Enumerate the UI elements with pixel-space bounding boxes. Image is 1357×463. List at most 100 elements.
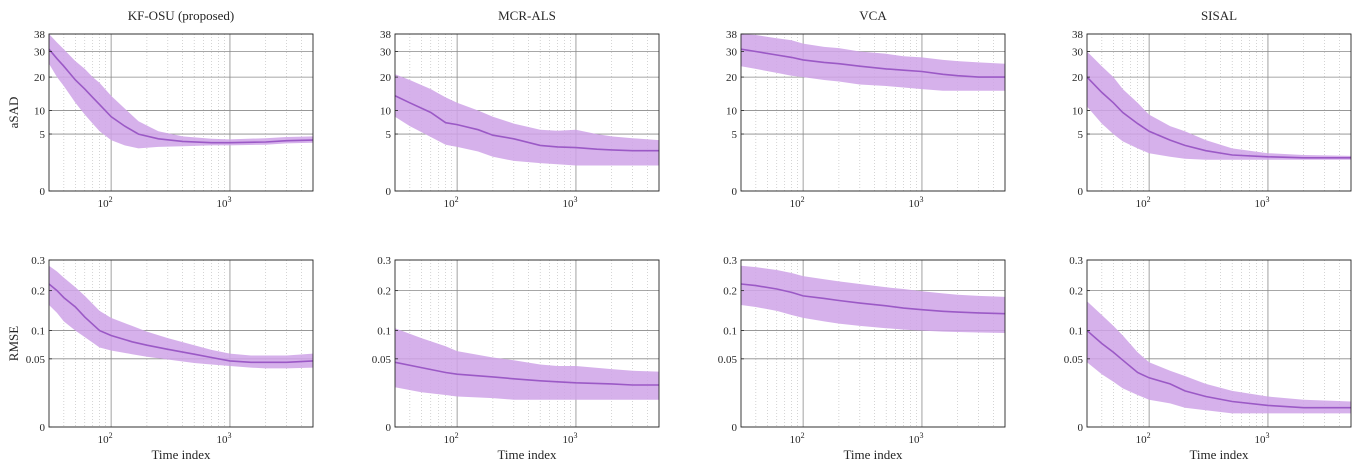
y-tick-label: 0 xyxy=(40,186,46,198)
y-tick-label: 5 xyxy=(386,129,392,141)
minor-grid xyxy=(409,260,648,427)
panel-title: KF-OSU (proposed) xyxy=(128,8,235,23)
x-tick-label: 102 xyxy=(790,431,805,446)
y-tick-label: 20 xyxy=(380,72,392,84)
axes-box xyxy=(48,33,314,192)
series-group xyxy=(1087,301,1351,414)
minor-grid xyxy=(755,34,994,191)
x-axis-label: Time index xyxy=(497,447,557,462)
panel-title: SISAL xyxy=(1201,8,1237,23)
y-tick-label: 38 xyxy=(34,29,46,41)
mean-line xyxy=(741,283,1005,315)
axes-box xyxy=(48,259,314,428)
y-tick-label: 0 xyxy=(386,186,392,198)
x-tick-label: 102 xyxy=(790,195,805,210)
mean-line xyxy=(395,94,659,152)
axes-box xyxy=(394,33,660,192)
y-tick-label: 0.05 xyxy=(1064,354,1084,366)
x-tick-label: 103 xyxy=(562,431,577,446)
x-tick-label: 103 xyxy=(1254,195,1269,210)
y-tick-label: 10 xyxy=(34,105,46,117)
y-tick-label: 30 xyxy=(380,47,392,59)
y-tick-label: 0 xyxy=(1078,422,1084,434)
y-tick-label: 5 xyxy=(1078,129,1084,141)
series-group xyxy=(395,328,659,400)
y-tick-label: 0.2 xyxy=(1069,286,1083,298)
confidence-band xyxy=(741,265,1005,333)
y-tick-label: 0 xyxy=(1078,186,1084,198)
y-tick-label: 30 xyxy=(1072,47,1084,59)
mean-line xyxy=(49,48,313,144)
y-tick-label: 0.1 xyxy=(31,326,45,338)
panel-5: 0 0.05 0.1 0.2 0.3 102 103 RMSE Time index xyxy=(6,255,314,462)
y-tick-label: 0.3 xyxy=(1069,255,1083,267)
mean-line xyxy=(49,283,313,364)
y-tick-label: 10 xyxy=(1072,105,1084,117)
confidence-band xyxy=(1087,301,1351,414)
panel-8: 0 0.05 0.1 0.2 0.3 102 103 Time index xyxy=(1064,255,1352,462)
y-tick-label: 0.05 xyxy=(26,354,46,366)
y-tick-label: 20 xyxy=(1072,72,1084,84)
series-group xyxy=(1087,51,1351,160)
mean-line xyxy=(395,361,659,386)
series-group xyxy=(741,34,1005,91)
x-axis-label: Time index xyxy=(843,447,903,462)
panel-2: 0 5 10 20 30 38 102 103 MCR-ALS xyxy=(380,8,660,210)
y-tick-label: 0.2 xyxy=(31,286,45,298)
y-tick-label: 0 xyxy=(732,422,738,434)
y-tick-label: 38 xyxy=(1072,29,1084,41)
mean-line xyxy=(1087,76,1351,159)
y-tick-label: 0.2 xyxy=(377,286,391,298)
y-axis-label: RMSE xyxy=(6,326,21,361)
x-tick-label: 102 xyxy=(98,195,113,210)
x-tick-label: 102 xyxy=(444,195,459,210)
y-tick-label: 20 xyxy=(34,72,46,84)
confidence-band xyxy=(49,265,313,369)
series-group xyxy=(49,265,313,369)
confidence-band xyxy=(1087,51,1351,160)
y-tick-label: 0 xyxy=(386,422,392,434)
y-tick-label: 0.3 xyxy=(723,255,737,267)
confidence-band xyxy=(741,34,1005,91)
series-group xyxy=(395,74,659,166)
confidence-band xyxy=(395,328,659,400)
mean-line xyxy=(1087,329,1351,409)
panel-6: 0 0.05 0.1 0.2 0.3 102 103 Time index xyxy=(372,255,660,462)
x-tick-label: 103 xyxy=(908,431,923,446)
axes-box xyxy=(1086,33,1352,192)
panel-3: 0 5 10 20 30 38 102 103 VCA xyxy=(726,8,1006,210)
y-tick-label: 0.1 xyxy=(723,326,737,338)
axes-box xyxy=(740,259,1006,428)
x-tick-label: 103 xyxy=(908,195,923,210)
x-tick-label: 103 xyxy=(1254,431,1269,446)
x-axis-label: Time index xyxy=(151,447,211,462)
x-tick-label: 102 xyxy=(98,431,113,446)
panel-1: 0 5 10 20 30 38 102 103 KF-OSU (proposed) aSAD xyxy=(6,8,314,210)
x-tick-label: 103 xyxy=(216,195,231,210)
axes-box xyxy=(740,33,1006,192)
panel-title: MCR-ALS xyxy=(498,8,556,23)
panel-4: 0 5 10 20 30 38 102 103 SISAL xyxy=(1072,8,1352,210)
x-tick-label: 102 xyxy=(1136,431,1151,446)
minor-grid xyxy=(1101,260,1340,427)
x-axis-label: Time index xyxy=(1189,447,1249,462)
y-tick-label: 5 xyxy=(732,129,738,141)
x-tick-label: 103 xyxy=(216,431,231,446)
y-tick-label: 38 xyxy=(726,29,738,41)
y-tick-label: 0.3 xyxy=(377,255,391,267)
y-tick-label: 0 xyxy=(40,422,46,434)
y-tick-label: 38 xyxy=(380,29,392,41)
x-tick-label: 102 xyxy=(1136,195,1151,210)
mean-line xyxy=(741,48,1005,78)
y-tick-label: 0.1 xyxy=(1069,326,1083,338)
y-tick-label: 0.05 xyxy=(372,354,392,366)
series-group xyxy=(741,265,1005,333)
x-tick-label: 102 xyxy=(444,431,459,446)
y-tick-label: 10 xyxy=(380,105,392,117)
y-tick-label: 0.05 xyxy=(718,354,738,366)
y-tick-label: 30 xyxy=(34,47,46,59)
panel-title: VCA xyxy=(859,8,887,23)
y-tick-label: 0 xyxy=(732,186,738,198)
y-tick-label: 0.2 xyxy=(723,286,737,298)
